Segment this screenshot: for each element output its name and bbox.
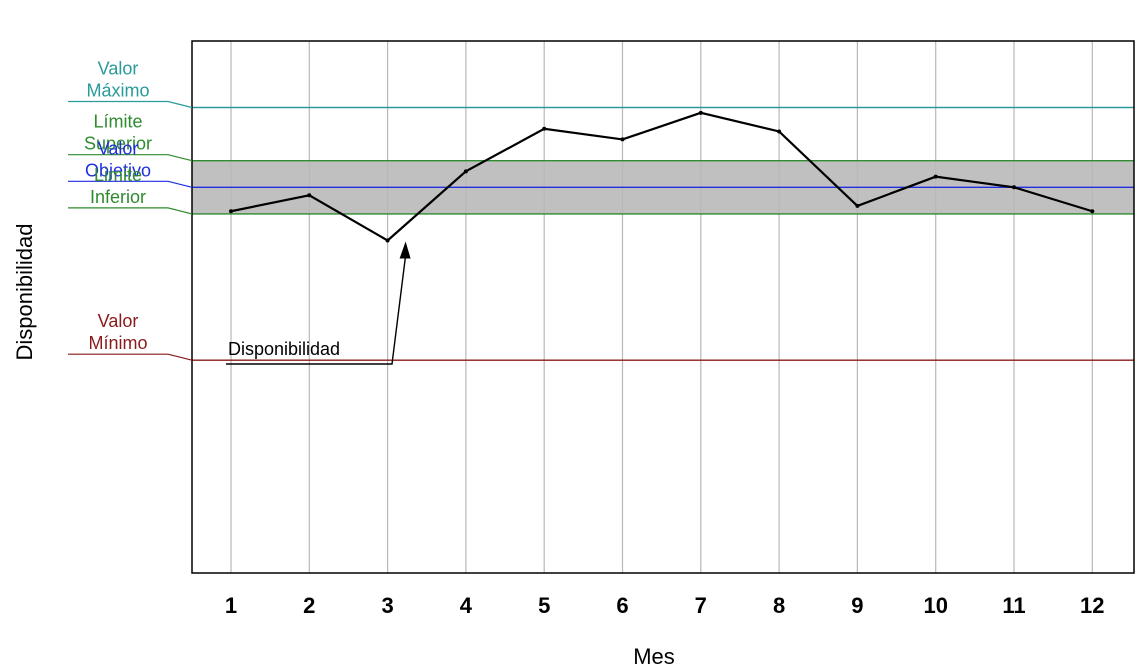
x-tick-labels: 1 2 3 4 5 6 7 8 9 10 11 12 [225, 593, 1105, 618]
x-tick-label: 3 [381, 593, 393, 618]
reference-lines-layer [192, 106, 1134, 361]
x-tick-label: 11 [1002, 593, 1025, 618]
data-point [1012, 185, 1016, 190]
grid-layer [230, 41, 1093, 573]
ref-label-superior-line1: Límite [93, 112, 142, 132]
ref-label-inferior-line2: Inferior [90, 187, 146, 207]
ref-label-superior-line2: Superior [84, 134, 152, 154]
data-point [307, 193, 312, 198]
data-point [542, 126, 547, 131]
annotation-arrowhead [399, 241, 411, 259]
annotation-label: Disponibilidad [228, 339, 340, 359]
x-tick-label: 2 [303, 593, 315, 618]
ref-label-objetivo-line2: Objetivo [85, 160, 151, 180]
ref-label-maximo-line2: Máximo [86, 81, 149, 101]
ref-leader-minimo [68, 353, 193, 361]
x-tick-label: 6 [616, 593, 628, 618]
x-axis-label: Mes [633, 644, 675, 669]
x-tick-label: 9 [851, 593, 863, 618]
data-point [229, 209, 233, 214]
data-point [463, 169, 468, 174]
ref-label-minimo-line2: Mínimo [88, 333, 147, 353]
plot-frame [191, 40, 1135, 574]
x-tick-label: 10 [923, 593, 947, 618]
x-tick-label: 4 [460, 593, 473, 618]
annotation-layer: Disponibilidad [226, 241, 411, 365]
x-tick-label: 5 [538, 593, 550, 618]
ref-leader-objetivo [68, 180, 193, 188]
series-line-0 [230, 111, 1093, 242]
x-tick-label: 1 [225, 593, 237, 618]
x-tick-label: 7 [695, 593, 707, 618]
x-tick-label: 12 [1080, 593, 1104, 618]
ref-label-objetivo-line1: Valor [98, 138, 139, 158]
series-layer [229, 110, 1095, 243]
ref-label-minimo-line1: Valor [98, 311, 139, 331]
reference-labels-layer: ValorMáximoLímiteSuperiorValorObjetivoLi… [68, 59, 193, 361]
y-axis-label: Disponibilidad [12, 224, 37, 361]
ref-leader-superior [68, 154, 193, 162]
data-point [698, 110, 703, 115]
ref-label-inferior-line1: Limite [94, 165, 142, 185]
data-point [385, 238, 390, 243]
annotation-leader [226, 255, 407, 365]
ref-label-maximo-line1: Valor [98, 59, 139, 79]
data-point [777, 129, 782, 134]
data-point [620, 137, 625, 142]
ref-leader-inferior [68, 207, 193, 215]
data-point [1090, 209, 1095, 214]
data-point [855, 203, 860, 208]
x-tick-label: 8 [773, 593, 785, 618]
data-point [933, 174, 938, 179]
ref-leader-maximo [68, 100, 193, 109]
